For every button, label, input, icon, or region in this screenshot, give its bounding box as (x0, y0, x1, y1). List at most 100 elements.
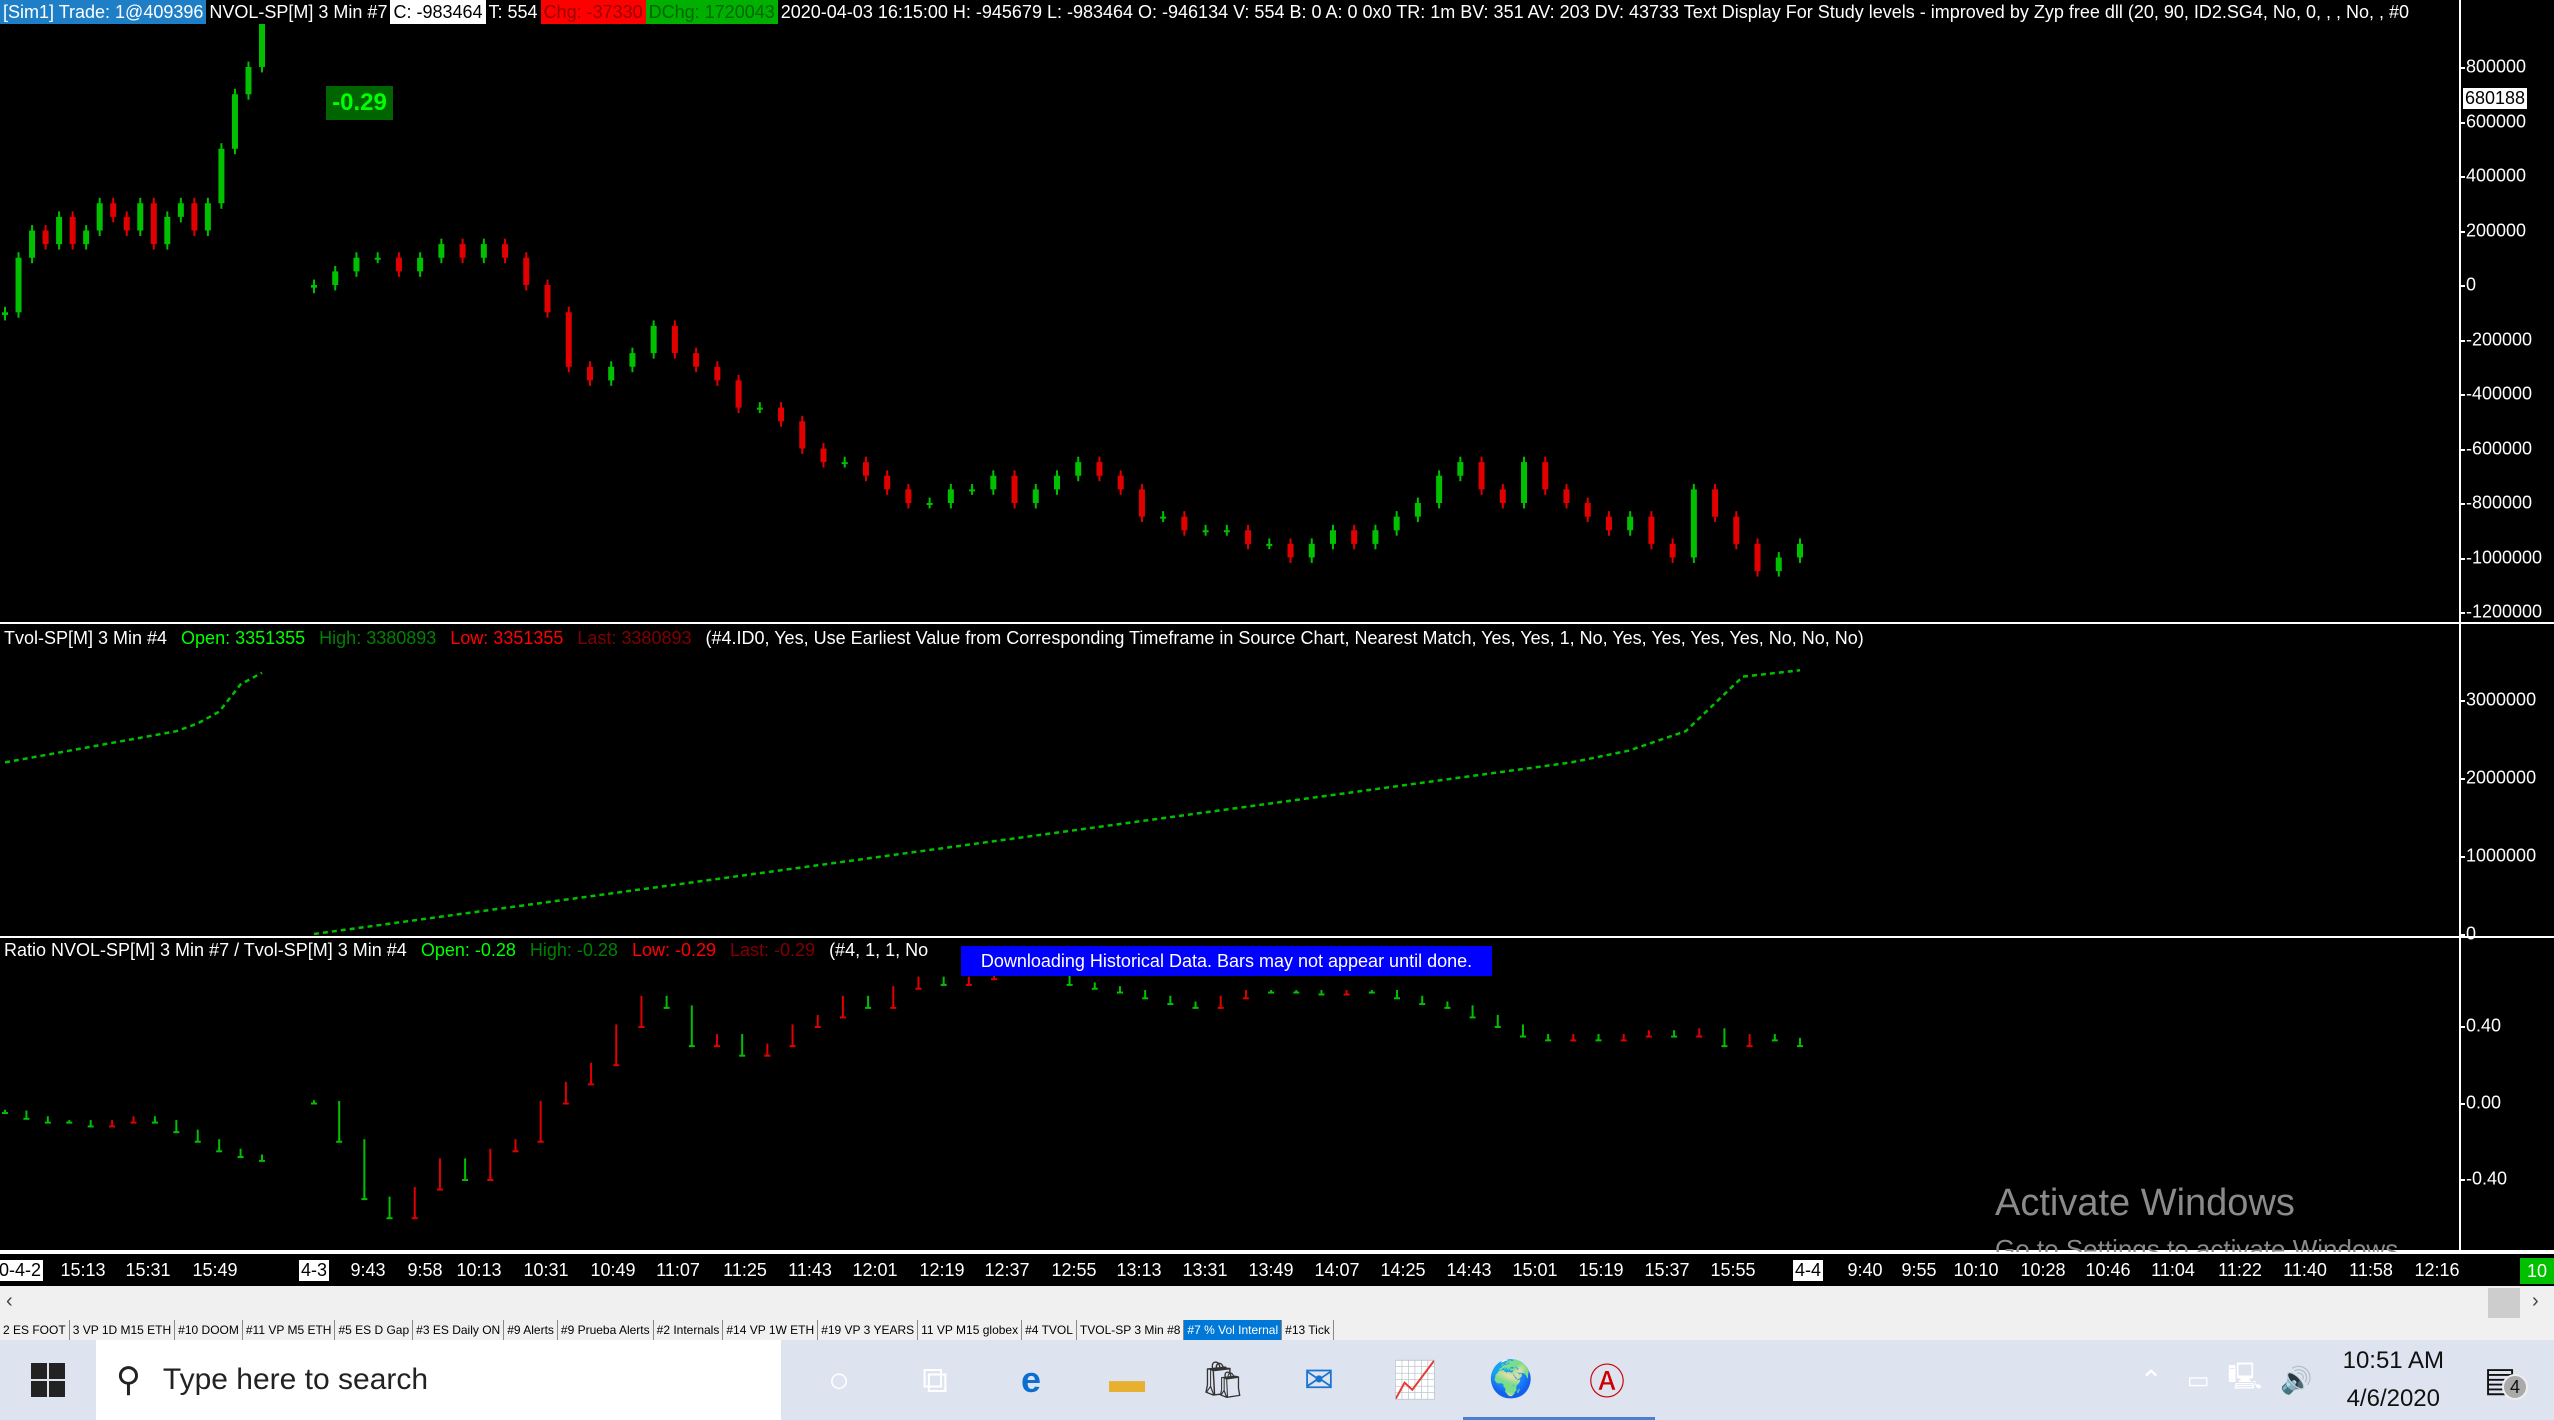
globe-icon[interactable]: 🌍 (1463, 1340, 1559, 1420)
price-marker: 680188 (2463, 88, 2528, 109)
chartbook-tab[interactable]: #9 Prueba Alerts (558, 1320, 654, 1340)
store-icon[interactable]: 🛍 (1200, 1359, 1246, 1400)
y-axis-tick (2459, 1026, 2465, 1028)
y-axis-tick (2459, 1103, 2465, 1105)
time-axis-label: 10:28 (2020, 1260, 2066, 1280)
network-icon[interactable]: 🖳 (2227, 1361, 2263, 1391)
candle-body (1096, 462, 1103, 476)
candle-body (1266, 543, 1273, 546)
candle-body (789, 1045, 796, 1048)
chartbook-tab[interactable]: #19 VP 3 YEARS (818, 1320, 919, 1340)
candle-body (259, 24, 265, 67)
candle-body (2, 1112, 8, 1115)
candle-body (1287, 543, 1294, 558)
candle-body (137, 203, 144, 231)
candle-body (1223, 530, 1230, 533)
y-axis-label: -1000000 (2466, 547, 2543, 568)
y-axis-label: 0.40 (2466, 1015, 2502, 1036)
candle-body (1393, 516, 1400, 531)
sierra-chart-icon[interactable]: Ⓐ (1559, 1340, 1655, 1420)
candle-body (1394, 997, 1401, 1000)
y-axis-tick (2459, 285, 2465, 287)
price-panel[interactable]: -0.29 800000 600000 400000 200000 0 -200000 -4… (0, 24, 2554, 624)
chartbook-tab[interactable]: #4 TVOL (1022, 1320, 1077, 1340)
show-hidden-icons[interactable]: ⌃ (2139, 1364, 2163, 1396)
candle-body (884, 475, 891, 490)
download-notice: Downloading Historical Data. Bars may no… (961, 946, 1492, 976)
horizontal-scrollbar[interactable]: ‹ › (0, 1286, 2554, 1320)
candle-body (756, 407, 763, 410)
task-view-icon[interactable]: ⧉ (922, 1358, 948, 1400)
candle-body (1138, 489, 1145, 517)
time-axis-label: 12:55 (1051, 1260, 1097, 1280)
candle-body (638, 1026, 645, 1028)
candle-body (1595, 1039, 1602, 1042)
y-axis-label: 600000 (2466, 111, 2527, 132)
mail-icon[interactable]: ✉ (1303, 1359, 1335, 1400)
clock[interactable]: 10:51 AM 4/6/2020 (2343, 1342, 2444, 1418)
candle-body (1167, 1003, 1174, 1006)
volume-icon[interactable]: 🔊 (2280, 1364, 2313, 1395)
search-input[interactable]: ⚲ Type here to search (96, 1340, 781, 1420)
scroll-right-icon[interactable]: › (2532, 1290, 2539, 1312)
chartbook-tab[interactable]: #3 ES Daily ON (413, 1320, 505, 1340)
candle-body (1116, 991, 1123, 994)
battery-icon[interactable]: ▭ (2186, 1366, 2210, 1394)
y-axis-tick (2459, 1179, 2465, 1181)
chartbook-tab[interactable]: #5 ES D Gap (335, 1320, 414, 1340)
chartbook-tab[interactable]: #13 Tick (1282, 1320, 1334, 1340)
time-axis-label: 11:04 (2151, 1260, 2195, 1280)
candle-body (1268, 991, 1275, 994)
candle-body (191, 203, 198, 231)
candle-body (523, 257, 530, 285)
chartbook-tab[interactable]: TVOL-SP 3 Min #8 (1077, 1320, 1185, 1340)
candle-body (905, 489, 912, 503)
tvol-line (4, 669, 1801, 936)
sim-trade-label: [Sim1] Trade: 1@409396 (0, 0, 207, 24)
tvol-low: Low: 3351355 (450, 628, 564, 648)
chartbook-tab[interactable]: 11 VP M15 globex (918, 1320, 1023, 1340)
y-axis-label: -0.40 (2466, 1168, 2508, 1189)
candle-body (1202, 530, 1209, 533)
chartbook-tab[interactable]: #10 DOOM (175, 1320, 243, 1340)
candle-body (735, 380, 742, 408)
candle-body (764, 1054, 771, 1057)
file-explorer-icon[interactable]: ▬ (1109, 1359, 1145, 1400)
chart-app-icon[interactable]: 📈 (1392, 1359, 1438, 1400)
chartbook-tab[interactable]: #7 % Vol Internal (1184, 1320, 1283, 1340)
y-axis-tick (2459, 612, 2465, 614)
candle-body (151, 1121, 158, 1124)
candle-body (1494, 1026, 1501, 1028)
candle-body (1620, 1039, 1627, 1042)
y-axis-tick (2459, 176, 2465, 178)
ratio-low: Low: -0.29 (631, 940, 716, 960)
ratio-panel[interactable]: Ratio NVOL-SP[M] 3 Min #7 / Tvol-SP[M] 3… (0, 938, 2554, 1264)
time-axis-label: 15:19 (1578, 1260, 1624, 1280)
chartbook-tab[interactable]: #14 VP 1W ETH (723, 1320, 819, 1340)
chartbook-tab[interactable]: #11 VP M5 ETH (243, 1320, 336, 1340)
candle-body (544, 285, 551, 313)
chartbook-tab[interactable]: #9 Alerts (504, 1320, 558, 1340)
notifications-icon[interactable]: ▤ 4 (2484, 1360, 2528, 1400)
chartbook-tab[interactable]: #2 Internals (654, 1320, 724, 1340)
edge-icon[interactable]: e (1020, 1359, 1042, 1400)
time-axis-label: 12:16 (2414, 1260, 2460, 1280)
time-axis-label: 11:40 (2283, 1260, 2327, 1280)
chartbook-tab[interactable]: 3 VP 1D M15 ETH (70, 1320, 176, 1340)
chartbook-tab[interactable]: 2 ES FOOT (0, 1320, 70, 1340)
candle-body (96, 203, 103, 231)
scrollbar-thumb[interactable] (2488, 1288, 2520, 1318)
time-axis-label: 10:10 (1953, 1260, 1999, 1280)
candle-body (462, 1179, 469, 1181)
tvol-panel[interactable]: Tvol-SP[M] 3 Min #4 Open: 3351355 High: … (0, 624, 2554, 944)
y-axis-label: 0 (2466, 274, 2477, 295)
tvol-high: High: 3380893 (319, 628, 437, 648)
scroll-left-icon[interactable]: ‹ (6, 1290, 13, 1312)
y-axis-tick (2459, 503, 2465, 505)
start-windows-icon[interactable] (0, 1340, 96, 1420)
candle-body (799, 421, 806, 449)
candle-body (69, 216, 76, 245)
cortana-icon[interactable]: ○ (828, 1359, 850, 1400)
candle-body (164, 216, 171, 245)
candle-body (1712, 489, 1719, 517)
